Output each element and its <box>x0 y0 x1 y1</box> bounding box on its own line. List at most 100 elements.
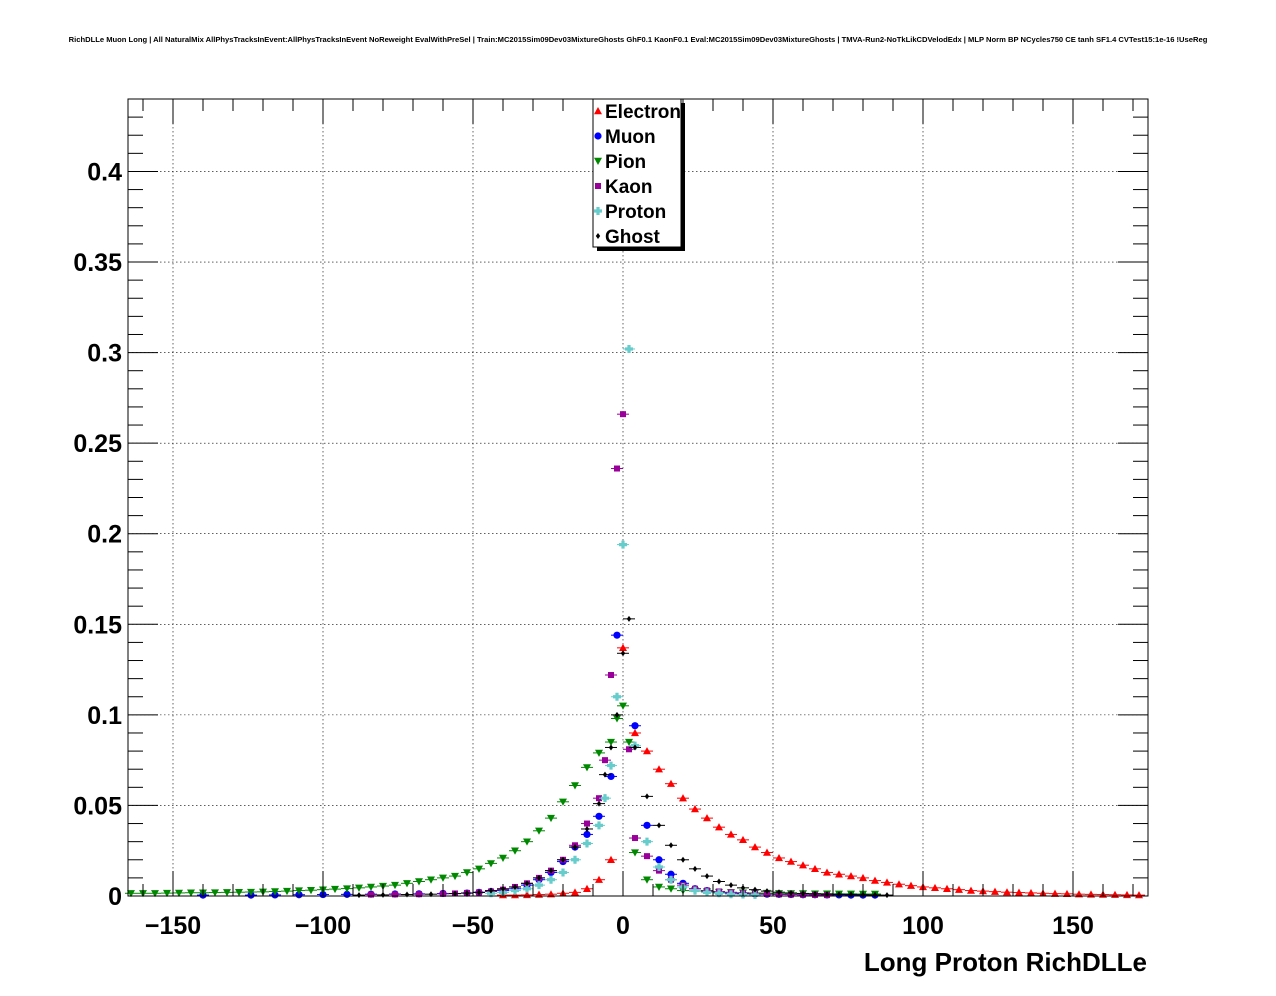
data-point <box>187 889 195 897</box>
data-points <box>125 344 1145 899</box>
data-point <box>571 888 579 896</box>
legend-marker <box>594 207 603 215</box>
legend-label: Pion <box>605 152 646 173</box>
data-point <box>1051 889 1059 897</box>
data-point <box>625 738 633 747</box>
legend-marker <box>594 132 602 140</box>
data-point <box>907 881 915 889</box>
data-point <box>487 860 495 868</box>
x-axis-title: Long Proton RichDLLe <box>864 947 1147 977</box>
data-point <box>607 738 615 747</box>
data-point <box>775 853 783 862</box>
data-point <box>524 880 530 887</box>
y-tick-label: 0.1 <box>87 702 122 730</box>
data-point <box>626 615 632 622</box>
data-point <box>763 848 771 856</box>
data-point <box>559 868 568 877</box>
data-point <box>571 782 579 790</box>
data-point <box>451 872 459 881</box>
legend-item-proton: Proton <box>594 202 666 223</box>
data-point <box>607 761 616 770</box>
data-point <box>751 890 760 899</box>
data-point <box>163 889 171 898</box>
data-point <box>211 889 219 897</box>
data-point <box>511 847 519 855</box>
data-point <box>595 749 603 757</box>
data-point <box>715 889 724 898</box>
legend-item-kaon: Kaon <box>595 177 653 198</box>
data-point <box>584 820 590 827</box>
x-tick-label: 50 <box>759 912 787 940</box>
data-point <box>391 881 399 890</box>
legend-label: Ghost <box>605 227 661 248</box>
data-point <box>602 771 608 778</box>
data-point <box>523 884 532 893</box>
y-tick-label: 0.15 <box>73 611 122 639</box>
x-tick-label: −50 <box>452 912 494 940</box>
data-point <box>175 889 183 897</box>
data-point <box>452 890 458 897</box>
data-point <box>499 854 507 862</box>
data-point <box>625 344 634 353</box>
data-point <box>727 830 735 838</box>
legend-label: Kaon <box>605 177 653 198</box>
data-point <box>583 830 591 839</box>
data-point <box>776 889 782 896</box>
data-point <box>547 875 556 884</box>
data-point <box>643 837 652 846</box>
data-point <box>355 884 363 892</box>
data-point <box>692 865 698 872</box>
data-point <box>626 746 632 753</box>
data-point <box>703 814 711 822</box>
data-point <box>668 842 674 849</box>
y-tick-label: 0 <box>108 883 122 911</box>
y-tick-label: 0.2 <box>87 521 122 549</box>
data-point <box>595 812 603 820</box>
data-point <box>583 764 591 772</box>
data-point <box>704 873 710 880</box>
data-point <box>883 878 891 886</box>
y-tick-label: 0.3 <box>87 340 122 368</box>
data-point <box>602 757 608 764</box>
legend-marker <box>595 233 601 239</box>
data-point <box>620 650 626 657</box>
data-point <box>464 890 470 897</box>
data-point <box>331 885 339 894</box>
x-tick-label: −150 <box>145 912 201 940</box>
data-point <box>943 884 951 892</box>
data-point <box>811 864 819 873</box>
data-point <box>295 887 303 895</box>
data-point <box>343 885 351 893</box>
data-point <box>619 643 627 652</box>
data-point <box>967 886 975 894</box>
data-point <box>667 875 676 884</box>
tick-labels: −150 −100 −50 0 50 100 150 0 0.05 0.1 0.15 0.2 0.25 0… <box>73 158 1094 940</box>
data-point <box>1003 888 1011 896</box>
data-point <box>614 711 620 718</box>
data-point <box>223 889 231 897</box>
data-point <box>607 855 615 863</box>
data-point <box>727 890 736 899</box>
data-point <box>415 878 423 886</box>
data-point <box>632 835 638 842</box>
data-point <box>728 882 734 889</box>
data-point <box>823 868 831 876</box>
data-point <box>643 747 651 755</box>
data-point <box>608 672 614 679</box>
data-point <box>560 856 566 863</box>
data-point <box>667 870 675 878</box>
data-point <box>703 888 712 897</box>
data-point <box>608 744 614 751</box>
data-point <box>584 825 590 832</box>
data-point <box>631 728 639 737</box>
data-point <box>427 876 435 884</box>
data-point <box>613 715 621 723</box>
data-point <box>535 881 544 890</box>
data-point <box>127 890 135 898</box>
data-point <box>631 849 639 857</box>
data-point <box>463 869 471 877</box>
data-point <box>392 891 398 898</box>
data-point <box>536 874 542 881</box>
series-ghost <box>353 615 893 899</box>
